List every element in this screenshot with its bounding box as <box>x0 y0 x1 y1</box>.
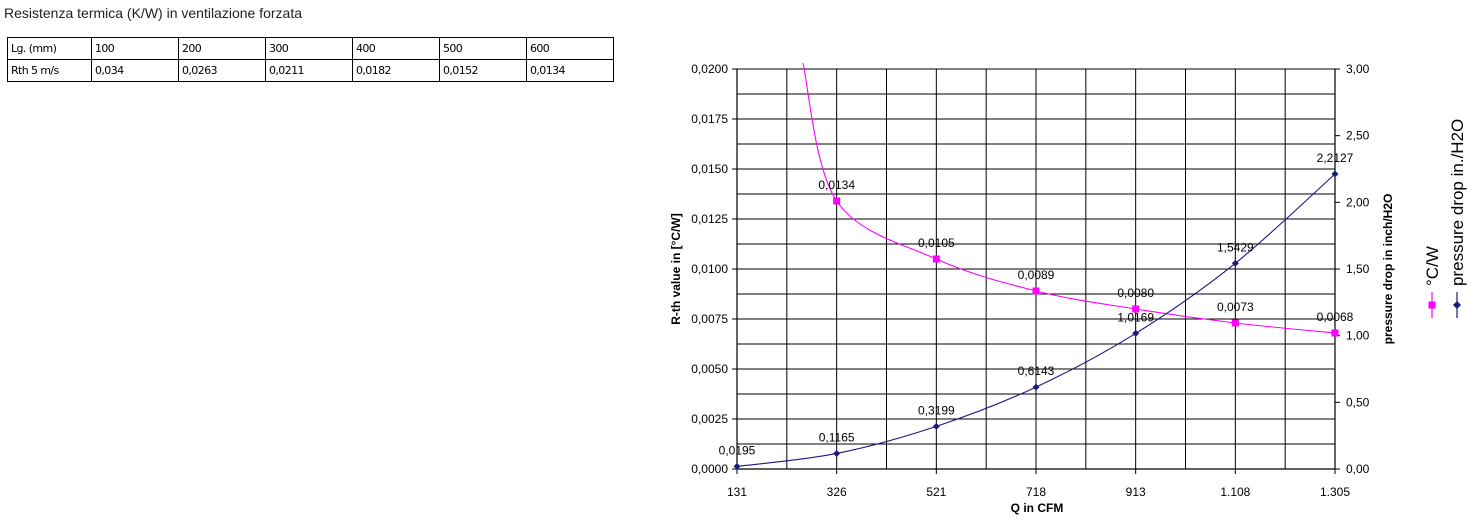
data-label: 0,0195 <box>719 443 756 457</box>
data-point-diamond <box>1132 329 1140 337</box>
data-point-diamond <box>833 449 841 457</box>
table-cell: 0,0211 <box>265 59 353 82</box>
y2-tick-label: 0,50 <box>1346 395 1370 409</box>
table-cell: 0,0182 <box>352 59 440 82</box>
legend-label: °C/W <box>1423 246 1442 286</box>
y2-tick-label: 2,00 <box>1346 195 1370 209</box>
y2-tick-label: 1,50 <box>1346 262 1370 276</box>
y2-tick-label: 3,00 <box>1346 62 1370 76</box>
y2-tick-label: 0,00 <box>1346 462 1370 476</box>
legend-swatch-diamond <box>1453 301 1461 309</box>
x-tick-label: 1.108 <box>1220 485 1250 499</box>
data-label: 0,0080 <box>1117 286 1154 300</box>
legend-label: pressure drop in./H2O <box>1448 119 1467 286</box>
y-tick-label: 0,0075 <box>691 312 728 326</box>
y-tick-label: 0,0050 <box>691 362 728 376</box>
data-point-diamond <box>733 462 741 470</box>
data-point-diamond <box>1331 170 1339 178</box>
table-header-cell: 100 <box>91 37 179 60</box>
y-tick-label: 0,0150 <box>691 162 728 176</box>
data-label: 1,0169 <box>1117 310 1154 324</box>
data-label: 0,0134 <box>818 178 855 192</box>
x-tick-label: 1.305 <box>1320 485 1350 499</box>
data-point-square <box>1032 287 1040 295</box>
y-tick-label: 0,0175 <box>691 112 728 126</box>
table-cell: 0,034 <box>91 59 179 82</box>
data-label: 1,5429 <box>1217 240 1254 254</box>
table-cell: 0,0134 <box>526 59 614 82</box>
page-title: Resistenza termica (K/W) in ventilazione… <box>4 5 302 21</box>
data-point-square <box>1231 319 1239 327</box>
y-axis-label: R-th value in [°C/W] <box>669 213 683 324</box>
y-tick-label: 0,0125 <box>691 212 728 226</box>
data-label: 0,6143 <box>1018 364 1055 378</box>
table-cell: 0,0152 <box>439 59 527 82</box>
data-point-square <box>833 197 841 205</box>
x-axis-label: Q in CFM <box>1011 501 1064 515</box>
data-label: 0,0073 <box>1217 300 1254 314</box>
y-tick-label: 0,0100 <box>691 262 728 276</box>
legend-swatch-square <box>1428 301 1436 309</box>
data-point-diamond <box>1032 383 1040 391</box>
y2-tick-label: 1,00 <box>1346 329 1370 343</box>
x-tick-label: 913 <box>1126 485 1146 499</box>
y-tick-label: 0,0000 <box>691 462 728 476</box>
data-label: 0,1165 <box>819 430 855 444</box>
x-tick-label: 131 <box>727 485 747 499</box>
table-cell: Rth 5 m/s <box>7 59 92 82</box>
data-label: 0,3199 <box>918 403 955 417</box>
y-tick-label: 0,0025 <box>691 412 728 426</box>
data-label: 0,0089 <box>1018 268 1055 282</box>
thermal-resistance-table: Lg. (mm) 100 200 300 400 500 600 Rth 5 m… <box>7 37 614 82</box>
table-header-cell: 500 <box>439 37 527 60</box>
series-line-0 <box>802 62 1336 334</box>
data-point-square <box>932 255 940 263</box>
data-point-square <box>1331 329 1339 337</box>
data-point-diamond <box>932 422 940 430</box>
x-tick-label: 718 <box>1026 485 1046 499</box>
data-label: 0,0105 <box>918 236 955 250</box>
y-tick-label: 0,0200 <box>691 62 728 76</box>
y2-tick-label: 2,50 <box>1346 129 1370 143</box>
x-tick-label: 326 <box>827 485 847 499</box>
table-cell: 0,0263 <box>178 59 266 82</box>
y2-axis-label: pressure drop in inch/H2O <box>1381 194 1395 345</box>
data-label: 2,2127 <box>1317 151 1354 165</box>
x-tick-label: 521 <box>926 485 946 499</box>
table-header-row: Lg. (mm) 100 200 300 400 500 600 <box>7 37 614 60</box>
data-label: 0,0068 <box>1317 310 1354 324</box>
data-point-diamond <box>1231 259 1239 267</box>
table-row: Rth 5 m/s 0,034 0,0263 0,0211 0,0182 0,0… <box>7 59 614 82</box>
data-point-square <box>1132 305 1140 313</box>
